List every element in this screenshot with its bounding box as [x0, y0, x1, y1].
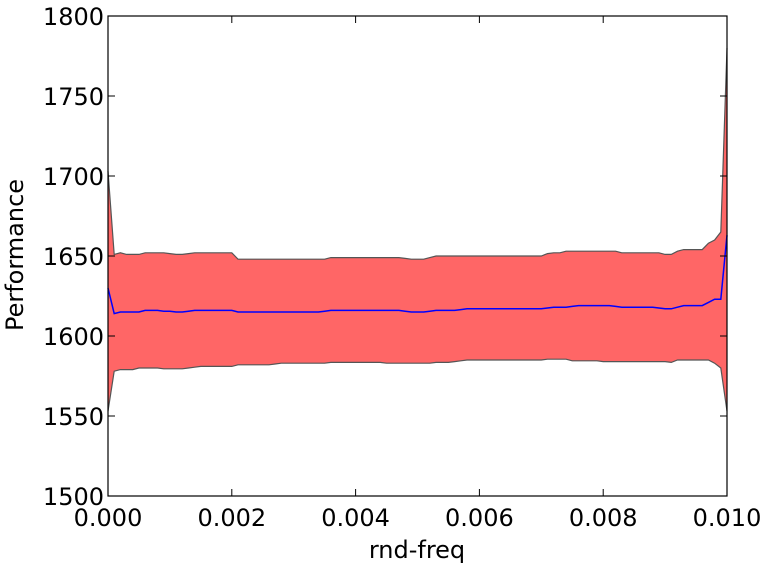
y-tick-label: 1600: [43, 323, 104, 351]
y-axis-title: Performance: [1, 179, 29, 331]
x-tick-label: 0.004: [321, 504, 390, 532]
x-tick-label: 0.006: [445, 504, 514, 532]
band-upper-edge: [107, 47, 728, 260]
x-tick-label: 0.010: [693, 504, 762, 532]
y-tick-label: 1750: [43, 83, 104, 111]
x-axis-title: rnd-freq: [369, 536, 465, 564]
plot-area: [107, 15, 728, 497]
confidence-band: [108, 48, 727, 412]
x-tick-label: 0.002: [197, 504, 266, 532]
band-lower-edge: [107, 358, 728, 412]
axis-ticks: 0.000 0.002 0.004 0.006 0.008 0.010 1500 1550 16…: [43, 3, 761, 532]
y-tick-label: 1700: [43, 163, 104, 191]
y-tick-label: 1800: [43, 3, 104, 31]
y-tick-label: 1550: [43, 403, 104, 431]
x-tick-label: 0.000: [74, 504, 143, 532]
y-tick-label: 1500: [43, 483, 104, 511]
x-tick-label: 0.008: [569, 504, 638, 532]
mean-line: [107, 235, 728, 315]
y-tick-label: 1650: [43, 243, 104, 271]
